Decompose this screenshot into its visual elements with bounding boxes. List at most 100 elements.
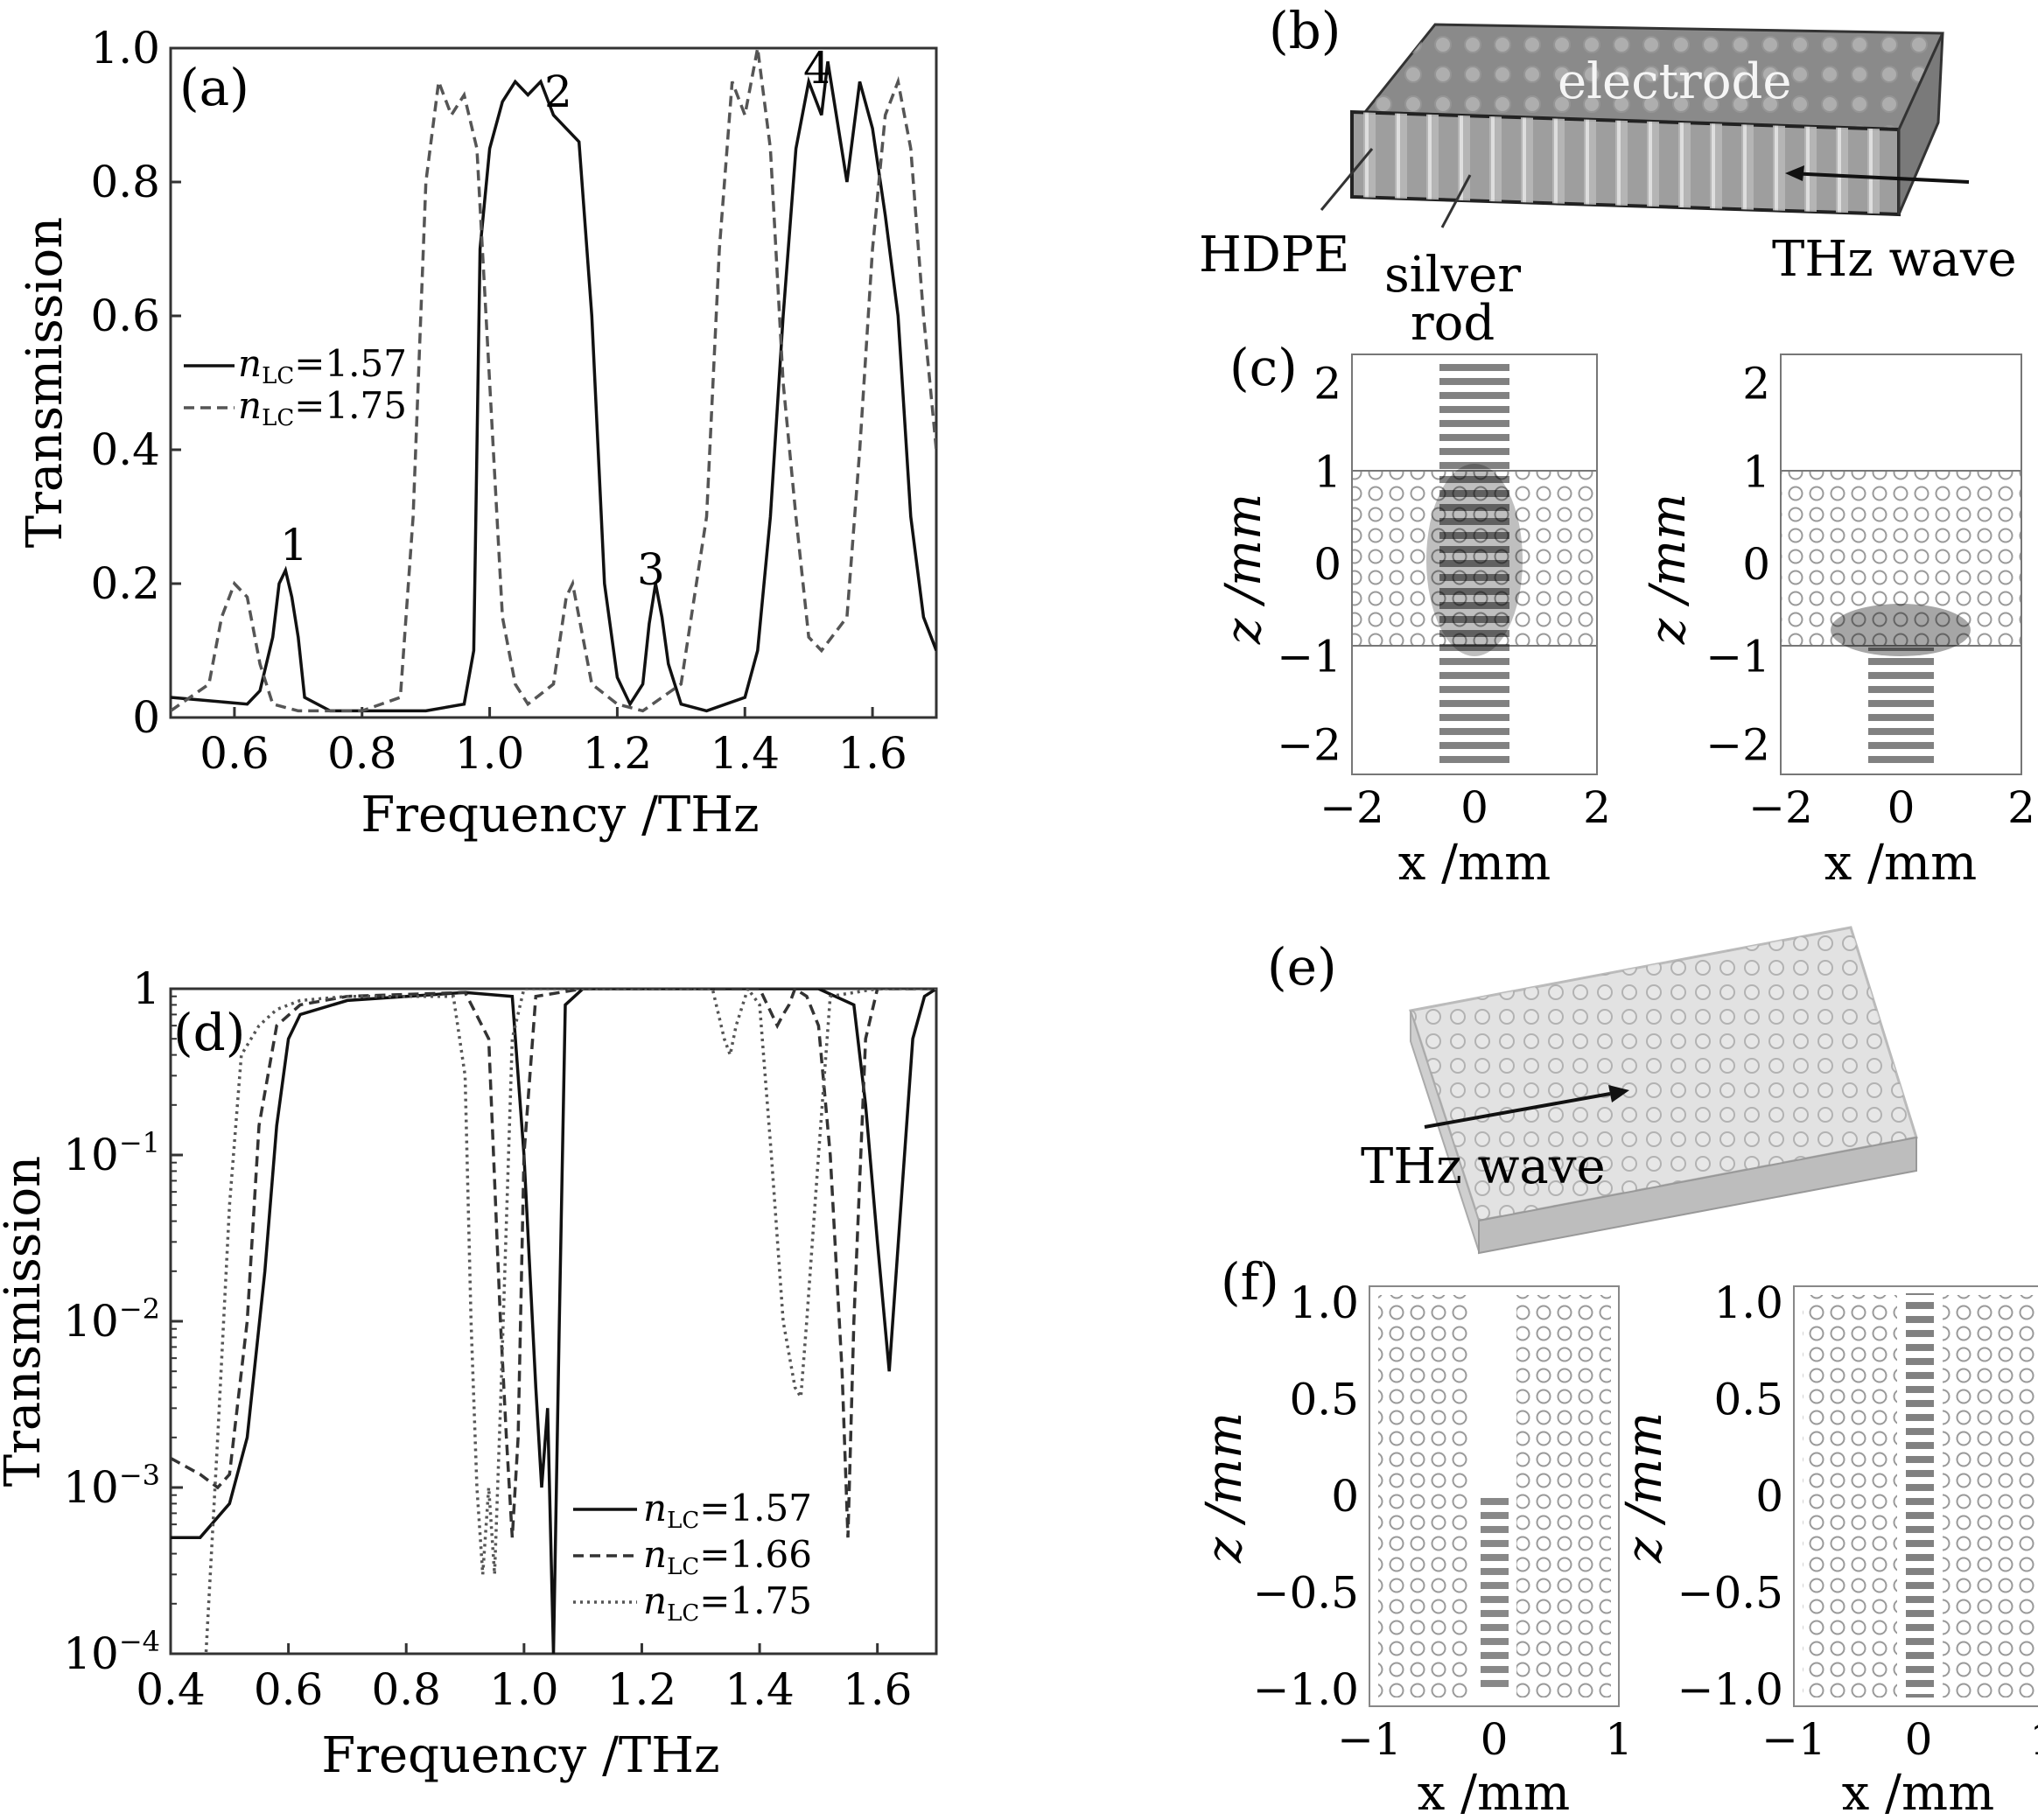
x-axis-label-f-left: x /mm <box>1418 1765 1570 1820</box>
legend-entry-d-2: nLC=1.66 <box>643 1533 812 1580</box>
panel-label-e: (e) <box>1267 937 1337 997</box>
x-axis-label-c-left: x /mm <box>1398 835 1551 892</box>
series-line-nlc-1.57 <box>171 61 936 713</box>
y-tick-label: −0.5 <box>1253 1567 1359 1618</box>
thz-arrow-b <box>1789 172 1970 184</box>
thz-arrowhead-b <box>1785 165 1804 181</box>
electrode-label: electrode <box>1558 53 1792 110</box>
x-tick-label-a: 0.6 <box>200 728 270 779</box>
panel-d: 110−110−210−310−4 0.4 0.6 0.8 1.0 1.2 1.4 1.6 … <box>0 963 938 1784</box>
x-tick-label-d: 1.0 <box>489 1664 559 1715</box>
y-tick-label-a: 0.6 <box>90 290 160 341</box>
y-tick-label: 1 <box>1313 446 1341 497</box>
y-tick-label-d: 10−1 <box>63 1126 160 1180</box>
y-tick-label-d: 10−4 <box>63 1625 160 1679</box>
thz-wave-label-b: THz wave <box>1772 231 2017 288</box>
rod-array-e <box>1411 928 1916 1221</box>
x-tick-label-d: 0.6 <box>254 1664 324 1715</box>
slab-side-face <box>1897 32 1944 215</box>
x-ticks-a: 0.6 0.8 1.0 1.2 1.4 1.6 <box>200 707 907 779</box>
slab-top-rods <box>1365 24 1943 131</box>
series-line-nlc-1.66 <box>171 989 936 1538</box>
y-tick-label: 2 <box>1313 359 1341 410</box>
legend-d: nLC=1.57 nLC=1.66 nLC=1.75 <box>573 1487 812 1627</box>
peak-label-4: 4 <box>803 43 831 94</box>
panel-label-a: (a) <box>179 58 249 117</box>
x-tick-label-d: 0.4 <box>136 1664 206 1715</box>
rod-label: rod <box>1411 295 1495 352</box>
legend-entry-1: nLC=1.57 <box>238 342 407 389</box>
y-tick-label: 1 <box>1742 446 1770 497</box>
field-map-c-right <box>1780 354 2022 775</box>
y-tick-label-d: 10−2 <box>63 1292 160 1347</box>
y-tick-label: 0 <box>1313 539 1341 590</box>
x-tick-label: −1 <box>1761 1714 1826 1765</box>
ticks-c: −2 0 2 2 1 0 −1 −2 −2 0 2 2 1 0 −1 −2 <box>1277 359 2035 833</box>
legend-a: nLC=1.57 nLC=1.75 <box>184 342 407 431</box>
field-map-c-left <box>1351 354 1598 775</box>
plot-frame-a <box>169 46 938 719</box>
x-tick-label-a: 1.4 <box>710 728 780 779</box>
x-tick-label: 0 <box>1460 782 1488 833</box>
panel-e: (e) THz wave <box>1267 926 1918 1255</box>
x-tick-label: 2 <box>2007 782 2035 833</box>
y-axis-label-c-right: z /mm <box>1640 494 1697 645</box>
y-axis-label-d: Transmission <box>0 1156 52 1488</box>
y-tick-label: −1.0 <box>1677 1664 1783 1715</box>
x-tick-label-a: 1.0 <box>455 728 525 779</box>
panel-label-b: (b) <box>1269 1 1341 60</box>
y-tick-label: −2 <box>1705 719 1770 770</box>
panel-label-c: (c) <box>1229 338 1298 397</box>
legend-entry-d-1: nLC=1.57 <box>643 1487 812 1534</box>
y-tick-label-a: 0 <box>132 692 160 743</box>
silver-label: silver <box>1384 247 1521 304</box>
y-tick-label: 2 <box>1742 359 1770 410</box>
y-tick-label-a: 0.2 <box>90 558 160 609</box>
x-tick-label-d: 1.4 <box>725 1664 795 1715</box>
y-axis-label-f-left: z /mm <box>1196 1412 1253 1564</box>
y-axis-label-a: Transmission <box>17 217 74 549</box>
x-tick-label-a: 1.2 <box>583 728 653 779</box>
y-tick-label-d: 1 <box>132 963 160 1014</box>
x-tick-label-d: 1.6 <box>843 1664 913 1715</box>
thz-wave-label-e: THz wave <box>1361 1138 1606 1195</box>
x-tick-label: −2 <box>1748 782 1813 833</box>
x-tick-label: 1 <box>1605 1714 1633 1765</box>
panel-a: 00.20.40.60.81.0 0.6 0.8 1.0 1.2 1.4 1.6 (a) … <box>17 23 938 844</box>
panel-c: (c) −2 0 2 2 1 0 −1 −2 −2 0 2 2 1 0 −1 −2 z /mm z /mm x… <box>1215 338 2035 892</box>
x-tick-label-a: 0.8 <box>327 728 397 779</box>
slab-front-side-e <box>1478 1136 1917 1255</box>
y-tick-label: 1.0 <box>1289 1278 1359 1328</box>
y-tick-label: 0.5 <box>1713 1375 1783 1425</box>
x-axis-label-f-right: x /mm <box>1842 1765 1994 1820</box>
y-tick-label-a: 0.4 <box>90 424 160 475</box>
y-tick-label-a: 1.0 <box>90 23 160 74</box>
hdpe-pointer <box>1320 148 1374 211</box>
y-tick-label: 0 <box>1755 1471 1783 1522</box>
thz-arrow-e <box>1424 1092 1611 1129</box>
panel-b: (b) electrode HDPE silver rod THz wave <box>1199 1 2017 352</box>
field-map-f-right <box>1793 1285 2038 1707</box>
y-ticks-a: 0 0.2 0.4 0.6 0.8 1.0 <box>90 23 181 743</box>
hdpe-label: HDPE <box>1199 227 1349 284</box>
x-tick-label: −2 <box>1320 782 1384 833</box>
panel-label-d: (d) <box>173 1003 245 1062</box>
x-tick-label: 2 <box>1583 782 1611 833</box>
x-tick-label: 0 <box>1905 1714 1933 1765</box>
x-axis-label-c-right: x /mm <box>1824 835 1977 892</box>
x-tick-label: 0 <box>1481 1714 1509 1765</box>
field-map-f-left <box>1369 1285 1620 1707</box>
y-ticks-d: 1 10−1 10−2 10−3 10−4 <box>63 963 183 1679</box>
peak-label-2: 2 <box>544 66 572 117</box>
silver-rod-array <box>1352 112 1899 214</box>
y-tick-label: −2 <box>1277 719 1341 770</box>
legend-entry-2: nLC=1.75 <box>238 384 407 431</box>
x-tick-label-a: 1.6 <box>837 728 907 779</box>
series-line-nlc-1.57 <box>171 989 936 1654</box>
x-tick-label-d: 0.8 <box>371 1664 441 1715</box>
silver-rod-pointer <box>1440 174 1472 228</box>
y-tick-label: 0.5 <box>1289 1375 1359 1425</box>
series-line-nlc-1.75 <box>171 48 936 713</box>
y-tick-label: −1 <box>1277 632 1341 682</box>
y-tick-label: 0 <box>1742 539 1770 590</box>
